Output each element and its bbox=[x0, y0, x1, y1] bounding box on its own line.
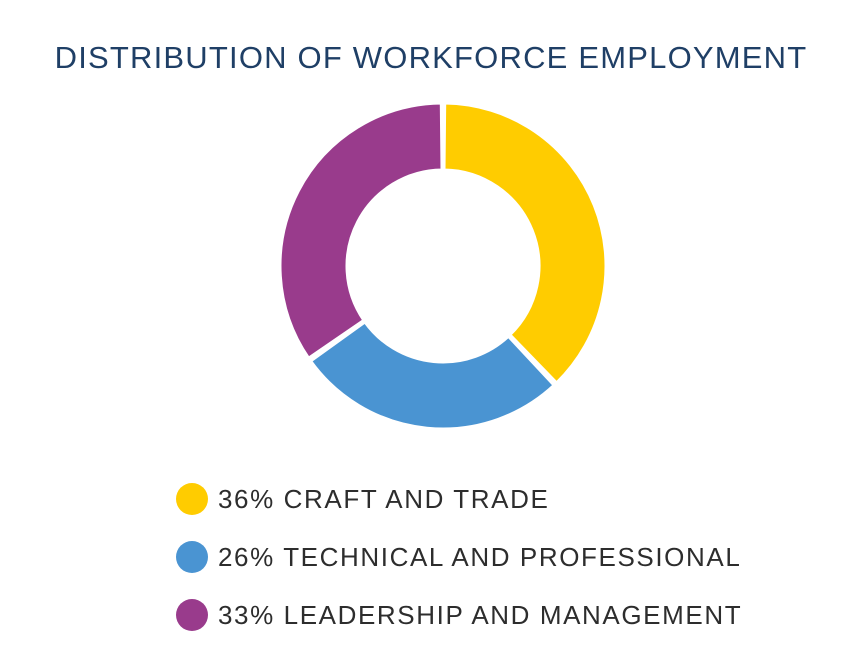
legend-swatch-technical-and-professional bbox=[176, 541, 208, 573]
donut-slice-technical-and-professional bbox=[308, 319, 557, 431]
legend-swatch-craft-and-trade bbox=[176, 483, 208, 515]
legend-name-leadership-and-management: LEADERSHIP AND MANAGEMENT bbox=[283, 599, 743, 630]
donut-slices bbox=[278, 101, 608, 431]
legend-swatch-leadership-and-management bbox=[176, 599, 208, 631]
donut-slice-leadership-and-management bbox=[278, 101, 444, 361]
legend-label-craft-and-trade: 36% CRAFT AND TRADE bbox=[218, 484, 549, 515]
legend-name-technical-and-professional: TECHNICAL AND PROFESSIONAL bbox=[283, 541, 742, 572]
legend-percent-craft-and-trade: 36% bbox=[218, 483, 275, 514]
legend-item-technical-and-professional: 26% TECHNICAL AND PROFESSIONAL bbox=[176, 528, 742, 586]
chart-title: DISTRIBUTION OF WORKFORCE EMPLOYMENT bbox=[54, 40, 808, 75]
legend-item-leadership-and-management: 33% LEADERSHIP AND MANAGEMENT bbox=[176, 586, 742, 644]
legend-percent-technical-and-professional: 26% bbox=[218, 541, 275, 572]
legend-label-leadership-and-management: 33% LEADERSHIP AND MANAGEMENT bbox=[218, 600, 742, 631]
donut-slice-craft-and-trade bbox=[442, 101, 608, 386]
chart-legend: 36% CRAFT AND TRADE 26% TECHNICAL AND PR… bbox=[176, 470, 742, 644]
legend-item-craft-and-trade: 36% CRAFT AND TRADE bbox=[176, 470, 742, 528]
legend-percent-leadership-and-management: 33% bbox=[218, 599, 275, 630]
legend-name-craft-and-trade: CRAFT AND TRADE bbox=[283, 483, 550, 514]
legend-label-technical-and-professional: 26% TECHNICAL AND PROFESSIONAL bbox=[218, 542, 741, 573]
